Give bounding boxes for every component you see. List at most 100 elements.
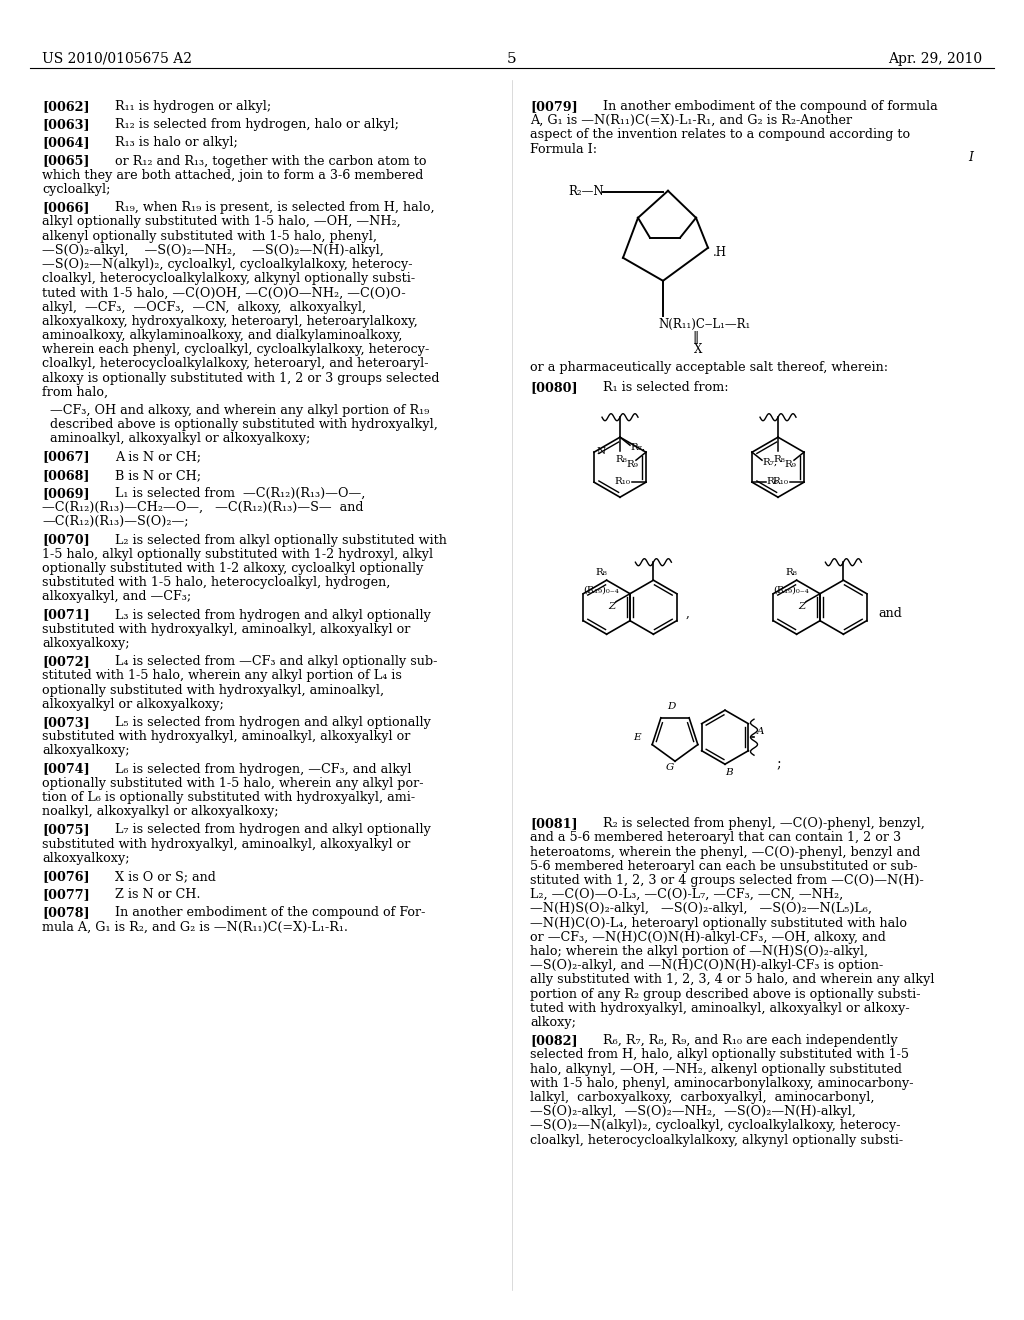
Text: alkoxyalkyl or alkoxyalkoxy;: alkoxyalkyl or alkoxyalkoxy; [42,698,224,710]
Text: [0064]: [0064] [42,136,90,149]
Text: portion of any R₂ group described above is optionally substi-: portion of any R₂ group described above … [530,987,921,1001]
Text: or a pharmaceutically acceptable salt thereof, wherein:: or a pharmaceutically acceptable salt th… [530,360,888,374]
Text: R₁₉, when R₁₉ is present, is selected from H, halo,: R₁₉, when R₁₉ is present, is selected fr… [115,201,434,214]
Text: L₂, —C(O)—O-L₃, —C(O)-L₇, —CF₃, —CN, —NH₂,: L₂, —C(O)—O-L₃, —C(O)-L₇, —CF₃, —CN, —NH… [530,888,843,902]
Text: Formula I:: Formula I: [530,143,597,156]
Text: ;: ; [776,758,780,771]
Text: .H: .H [713,246,727,259]
Text: [0080]: [0080] [530,381,578,393]
Text: 5: 5 [507,51,517,66]
Text: [0063]: [0063] [42,119,90,131]
Text: In another embodiment of the compound of formula: In another embodiment of the compound of… [603,100,938,114]
Text: R₉: R₉ [626,461,638,469]
Text: X: X [694,343,702,356]
Text: [0075]: [0075] [42,824,90,837]
Text: alkoxyalkoxy, hydroxyalkoxy, heteroaryl, heteroarylalkoxy,: alkoxyalkoxy, hydroxyalkoxy, heteroaryl,… [42,314,418,327]
Text: tuted with hydroxyalkyl, aminoalkyl, alkoxyalkyl or alkoxy-: tuted with hydroxyalkyl, aminoalkyl, alk… [530,1002,909,1015]
Text: ally substituted with 1, 2, 3, 4 or 5 halo, and wherein any alkyl: ally substituted with 1, 2, 3, 4 or 5 ha… [530,973,935,986]
Text: I: I [968,150,973,164]
Text: R₈: R₈ [773,455,784,465]
Text: B: B [725,768,733,777]
Text: In another embodiment of the compound of For-: In another embodiment of the compound of… [115,907,425,920]
Text: A, G₁ is —N(R₁₁)C(=X)-L₁-R₁, and G₂ is R₂-Another: A, G₁ is —N(R₁₁)C(=X)-L₁-R₁, and G₂ is R… [530,115,852,127]
Text: D: D [667,702,675,711]
Text: [0074]: [0074] [42,763,90,776]
Text: cloalkyl, heterocycloalkylalkoxy, alkynyl optionally substi-: cloalkyl, heterocycloalkylalkoxy, alkyny… [42,272,415,285]
Text: substituted with 1-5 halo, heterocycloalkyl, hydrogen,: substituted with 1-5 halo, heterocycloal… [42,577,390,589]
Text: and a 5-6 membered heteroaryl that can contain 1, 2 or 3: and a 5-6 membered heteroaryl that can c… [530,832,901,845]
Text: E: E [634,733,641,742]
Text: or R₁₂ and R₁₃, together with the carbon atom to: or R₁₂ and R₁₃, together with the carbon… [115,154,427,168]
Text: stituted with 1-5 halo, wherein any alkyl portion of L₄ is: stituted with 1-5 halo, wherein any alky… [42,669,401,682]
Text: alkoxy;: alkoxy; [530,1016,575,1030]
Text: substituted with hydroxyalkyl, aminoalkyl, alkoxyalkyl or: substituted with hydroxyalkyl, aminoalky… [42,730,411,743]
Text: ,: , [685,607,689,620]
Text: R₁₃ is halo or alkyl;: R₁₃ is halo or alkyl; [115,136,238,149]
Text: —C(R₁₂)(R₁₃)—CH₂—O—,   —C(R₁₂)(R₁₃)—S—  and: —C(R₁₂)(R₁₃)—CH₂—O—, —C(R₁₂)(R₁₃)—S— and [42,502,364,515]
Text: [0069]: [0069] [42,487,90,500]
Text: wherein each phenyl, cycloalkyl, cycloalkylalkoxy, heterocy-: wherein each phenyl, cycloalkyl, cycloal… [42,343,429,356]
Text: 5-6 membered heteroaryl can each be unsubstituted or sub-: 5-6 membered heteroaryl can each be unsu… [530,859,918,873]
Text: halo; wherein the alkyl portion of —N(H)S(O)₂-alkyl,: halo; wherein the alkyl portion of —N(H)… [530,945,868,958]
Text: —S(O)₂—N(alkyl)₂, cycloalkyl, cycloalkylalkoxy, heterocy-: —S(O)₂—N(alkyl)₂, cycloalkyl, cycloalkyl… [530,1119,900,1133]
Text: L₂ is selected from alkyl optionally substituted with: L₂ is selected from alkyl optionally sub… [115,533,446,546]
Text: selected from H, halo, alkyl optionally substituted with 1-5: selected from H, halo, alkyl optionally … [530,1048,909,1061]
Text: [0078]: [0078] [42,907,90,920]
Text: N: N [596,447,605,457]
Text: cloalkyl, heterocycloalkylalkoxy, alkynyl optionally substi-: cloalkyl, heterocycloalkylalkoxy, alkyny… [530,1134,903,1147]
Text: R₇,: R₇, [762,457,777,466]
Text: R₂—N: R₂—N [568,185,603,198]
Text: [0070]: [0070] [42,533,90,546]
Text: R₆, R₇, R₈, R₉, and R₁₀ are each independently: R₆, R₇, R₈, R₉, and R₁₀ are each indepen… [603,1034,898,1047]
Text: [0073]: [0073] [42,715,90,729]
Text: R₉: R₉ [784,461,796,469]
Text: Z is N or CH.: Z is N or CH. [115,888,201,902]
Text: —N(H)C(O)-L₄, heteroaryl optionally substituted with halo: —N(H)C(O)-L₄, heteroaryl optionally subs… [530,916,907,929]
Text: [0076]: [0076] [42,870,90,883]
Text: alkoxyalkoxy;: alkoxyalkoxy; [42,744,129,758]
Text: R₈: R₈ [596,568,607,577]
Text: heteroatoms, wherein the phenyl, —C(O)-phenyl, benzyl and: heteroatoms, wherein the phenyl, —C(O)-p… [530,846,921,858]
Text: A is N or CH;: A is N or CH; [115,450,201,463]
Text: R₁₂ is selected from hydrogen, halo or alkyl;: R₁₂ is selected from hydrogen, halo or a… [115,119,399,131]
Text: —S(O)₂-alkyl, and —N(H)C(O)N(H)-alkyl-CF₃ is option-: —S(O)₂-alkyl, and —N(H)C(O)N(H)-alkyl-CF… [530,960,884,973]
Text: [0062]: [0062] [42,100,90,114]
Text: R₁₀: R₁₀ [614,478,630,486]
Text: [0072]: [0072] [42,655,90,668]
Text: optionally substituted with 1-2 alkoxy, cycloalkyl optionally: optionally substituted with 1-2 alkoxy, … [42,562,423,576]
Text: lalkyl,  carboxyalkoxy,  carboxyalkyl,  aminocarbonyl,: lalkyl, carboxyalkoxy, carboxyalkyl, ami… [530,1092,874,1104]
Text: alkoxy is optionally substituted with 1, 2 or 3 groups selected: alkoxy is optionally substituted with 1,… [42,372,439,384]
Text: which they are both attached, join to form a 3-6 membered: which they are both attached, join to fo… [42,169,423,182]
Text: [0081]: [0081] [530,817,578,830]
Text: cycloalkyl;: cycloalkyl; [42,183,111,195]
Text: stituted with 1, 2, 3 or 4 groups selected from —C(O)—N(H)-: stituted with 1, 2, 3 or 4 groups select… [530,874,924,887]
Text: alkyl,  —CF₃,  —OCF₃,  —CN,  alkoxy,  alkoxyalkyl,: alkyl, —CF₃, —OCF₃, —CN, alkoxy, alkoxya… [42,301,367,314]
Text: or —CF₃, —N(H)C(O)N(H)-alkyl-CF₃, —OH, alkoxy, and: or —CF₃, —N(H)C(O)N(H)-alkyl-CF₃, —OH, a… [530,931,886,944]
Text: [0079]: [0079] [530,100,578,114]
Text: substituted with hydroxyalkyl, aminoalkyl, alkoxyalkyl or: substituted with hydroxyalkyl, aminoalky… [42,623,411,636]
Text: Z: Z [608,602,615,611]
Text: Apr. 29, 2010: Apr. 29, 2010 [888,51,982,66]
Text: and: and [879,607,902,620]
Text: L₄ is selected from —CF₃ and alkyl optionally sub-: L₄ is selected from —CF₃ and alkyl optio… [115,655,437,668]
Text: —CF₃, OH and alkoxy, and wherein any alkyl portion of R₁₉: —CF₃, OH and alkoxy, and wherein any alk… [50,404,429,417]
Text: R₈: R₈ [615,455,627,465]
Text: US 2010/0105675 A2: US 2010/0105675 A2 [42,51,193,66]
Text: mula A, G₁ is R₂, and G₂ is —N(R₁₁)C(=X)-L₁-R₁.: mula A, G₁ is R₂, and G₂ is —N(R₁₁)C(=X)… [42,920,348,933]
Text: tuted with 1-5 halo, —C(O)OH, —C(O)O—NH₂, —C(O)O-: tuted with 1-5 halo, —C(O)OH, —C(O)O—NH₂… [42,286,406,300]
Text: optionally substituted with hydroxyalkyl, aminoalkyl,: optionally substituted with hydroxyalkyl… [42,684,384,697]
Text: [0071]: [0071] [42,609,90,622]
Text: R₂ is selected from phenyl, —C(O)-phenyl, benzyl,: R₂ is selected from phenyl, —C(O)-phenyl… [603,817,925,830]
Text: aminoalkyl, alkoxyalkyl or alkoxyalkoxy;: aminoalkyl, alkoxyalkyl or alkoxyalkoxy; [50,433,310,445]
Text: halo, alkynyl, —OH, —NH₂, alkenyl optionally substituted: halo, alkynyl, —OH, —NH₂, alkenyl option… [530,1063,902,1076]
Text: cloalkyl, heterocycloalkylalkoxy, heteroaryl, and heteroaryl-: cloalkyl, heterocycloalkylalkoxy, hetero… [42,358,428,371]
Text: R₆: R₆ [766,478,778,486]
Text: (R₁₉)₀₋₄: (R₁₉)₀₋₄ [774,585,810,594]
Text: N(R₁₁)C‒L₁—R₁: N(R₁₁)C‒L₁—R₁ [658,318,751,331]
Text: L₅ is selected from hydrogen and alkyl optionally: L₅ is selected from hydrogen and alkyl o… [115,715,431,729]
Text: tion of L₆ is optionally substituted with hydroxyalkyl, ami-: tion of L₆ is optionally substituted wit… [42,791,415,804]
Text: ‖: ‖ [692,331,698,343]
Text: aminoalkoxy, alkylaminoalkoxy, and dialkylaminoalkoxy,: aminoalkoxy, alkylaminoalkoxy, and dialk… [42,329,402,342]
Text: [0065]: [0065] [42,154,89,168]
Text: X is O or S; and: X is O or S; and [115,870,216,883]
